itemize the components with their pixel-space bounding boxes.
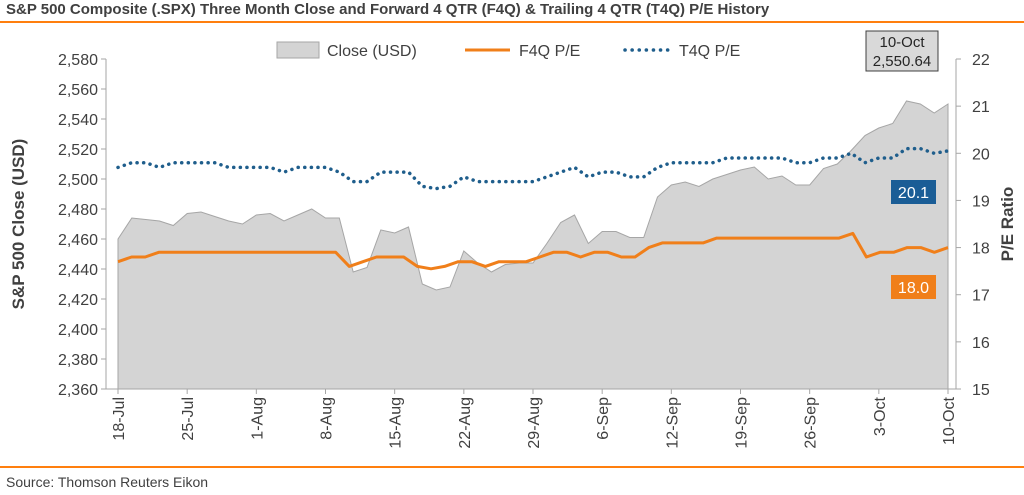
y-left-tick-label: 2,440 <box>58 262 98 279</box>
y-left-tick-label: 2,360 <box>58 382 98 399</box>
last-close-date: 10-Oct <box>879 34 925 51</box>
t4q-pe-line <box>116 146 950 191</box>
x-tick-label: 26-Sep <box>803 397 820 449</box>
y-right-tick-label: 18 <box>972 241 990 258</box>
x-tick-label: 12-Sep <box>664 397 681 449</box>
x-tick-label: 10-Oct <box>941 396 958 445</box>
x-tick-label: 3-Oct <box>872 396 889 436</box>
y-right-tick-label: 21 <box>972 99 990 116</box>
y-left-tick-label: 2,400 <box>58 322 98 339</box>
t4q-last-badge: 20.1 <box>891 180 936 204</box>
legend: Close (USD) F4Q P/E T4Q P/E <box>276 41 740 60</box>
x-tick-label: 1-Aug <box>249 397 266 440</box>
x-tick-label: 19-Sep <box>734 397 751 449</box>
close-usd-area <box>117 100 949 390</box>
axes-layer <box>105 59 957 390</box>
y-left-tick-label: 2,540 <box>58 112 98 129</box>
x-tick-label: 25-Jul <box>180 397 197 441</box>
t4q-badge-box <box>891 180 936 204</box>
y-left-tick-label: 2,520 <box>58 142 98 159</box>
area-layer <box>117 100 949 390</box>
y-right-tick-label: 22 <box>972 52 990 69</box>
x-tick-label: 18-Jul <box>111 397 128 441</box>
f4q-badge-text: 18.0 <box>898 280 929 297</box>
legend-close-swatch <box>276 41 320 59</box>
x-tick-label: 15-Aug <box>388 397 405 449</box>
y-right-tick-label: 19 <box>972 193 990 210</box>
last-close-annotation: 10-Oct 2,550.64 <box>865 30 939 72</box>
source-note: Source: Thomson Reuters Eikon <box>6 474 209 490</box>
y-left-tick-label: 2,480 <box>58 202 98 219</box>
f4q-badge-box <box>891 275 936 299</box>
f4q-pe-line <box>117 231 949 271</box>
y-axis-right-label: P/E Ratio <box>998 187 1017 262</box>
y-right-tick-label: 15 <box>972 382 990 399</box>
y-left-tick-label: 2,420 <box>58 292 98 309</box>
x-tick-label: 29-Aug <box>526 397 543 449</box>
title-divider <box>0 21 1024 23</box>
y-left-tick-label: 2,460 <box>58 232 98 249</box>
y-right-tick-label: 17 <box>972 288 990 305</box>
x-tick-label: 8-Aug <box>319 397 336 440</box>
last-close-value: 2,550.64 <box>873 53 931 70</box>
legend-close-label: Close (USD) <box>327 43 417 60</box>
ticks-layer: 2,360 2,380 2,400 2,420 2,440 2,460 2,480 2,500… <box>58 52 990 449</box>
y-left-tick-label: 2,580 <box>58 52 98 69</box>
chart-canvas: 2,360 2,380 2,400 2,420 2,440 2,460 2,480 2,500… <box>9 30 1017 449</box>
t4q-badge-text: 20.1 <box>898 185 929 202</box>
x-tick-label: 6-Sep <box>595 397 612 440</box>
source-divider <box>0 466 1024 468</box>
legend-t4q-label: T4Q P/E <box>679 43 740 60</box>
legend-f4q-label: F4Q P/E <box>519 43 580 60</box>
y-right-tick-label: 20 <box>972 146 990 163</box>
chart-title: S&P 500 Composite (.SPX) Three Month Clo… <box>6 1 770 18</box>
last-close-box <box>865 30 939 72</box>
lines-layer <box>116 146 950 271</box>
x-tick-label: 22-Aug <box>457 397 474 449</box>
y-left-tick-label: 2,380 <box>58 352 98 369</box>
y-left-tick-label: 2,560 <box>58 82 98 99</box>
y-left-tick-label: 2,500 <box>58 172 98 189</box>
y-right-tick-label: 16 <box>972 335 990 352</box>
f4q-last-badge: 18.0 <box>891 275 936 299</box>
y-axis-left-label: S&P 500 Close (USD) <box>9 139 28 310</box>
